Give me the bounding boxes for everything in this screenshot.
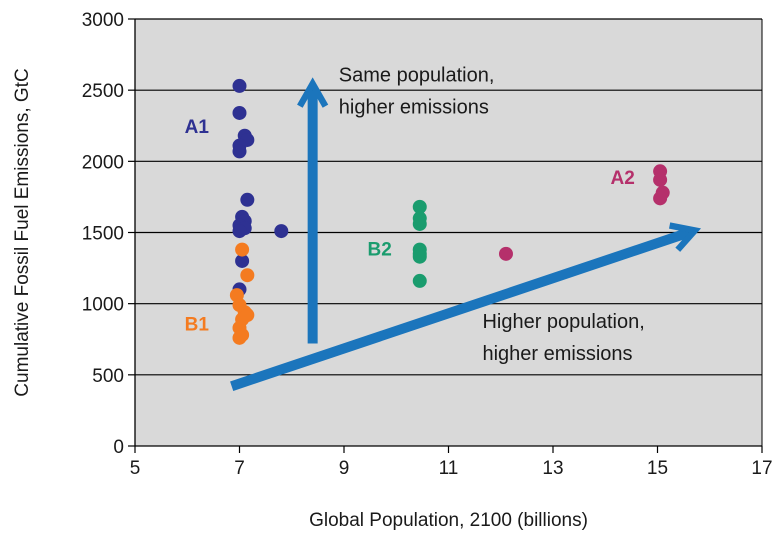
x-tick-label: 11 — [439, 458, 459, 479]
x-tick-label: 13 — [542, 458, 563, 479]
x-tick-label: 15 — [647, 458, 668, 479]
x-axis-label: Global Population, 2100 (billions) — [309, 510, 588, 531]
data-point-a1 — [240, 192, 255, 207]
y-axis-label: Cumulative Fossil Fuel Emissions, GtC — [12, 68, 33, 396]
y-tick-label: 3000 — [82, 10, 124, 31]
trend-arrows — [230, 77, 702, 391]
data-point-a1 — [274, 224, 289, 239]
data-point-b1 — [240, 268, 255, 283]
x-tick-label: 5 — [130, 458, 141, 479]
data-point-b2 — [412, 199, 427, 214]
data-point-b2 — [412, 216, 427, 231]
y-tick-label: 1500 — [82, 224, 124, 245]
data-point-b1 — [235, 242, 250, 257]
x-tick-label: 7 — [234, 458, 245, 479]
axes — [128, 18, 763, 453]
data-point-a1 — [232, 144, 247, 159]
data-point-a1 — [232, 105, 247, 120]
data-point-a2 — [498, 246, 513, 261]
data-point-a2 — [653, 172, 668, 187]
annotation-line: Higher population, — [482, 311, 644, 333]
x-tick-label: 17 — [751, 458, 772, 479]
x-tick-label: 9 — [339, 458, 350, 479]
annotation-1: Same population, higher emissions — [339, 65, 495, 119]
y-tick-label: 500 — [92, 366, 124, 387]
data-points — [229, 78, 670, 345]
y-tick-label: 2000 — [82, 152, 124, 173]
data-point-a1 — [232, 78, 247, 93]
series-label-b2: B2 — [368, 239, 392, 260]
x-tick-labels: 5 7 9 11 13 15 17 — [130, 458, 773, 479]
data-point-a2 — [653, 191, 668, 206]
y-tick-label: 1000 — [82, 295, 124, 316]
data-point-b1 — [232, 330, 247, 345]
y-tick-labels: 0 500 1000 1500 2000 2500 3000 — [82, 10, 124, 458]
data-point-a1 — [235, 253, 250, 268]
series-label-a2: A2 — [610, 168, 634, 189]
y-tick-label: 2500 — [82, 81, 124, 102]
data-point-b2 — [412, 273, 427, 288]
annotation-line: higher emissions — [339, 97, 489, 119]
data-point-b1 — [240, 308, 255, 323]
series-labels: A1 B1 B2 A2 — [185, 117, 635, 336]
annotation-line: Same population, — [339, 65, 495, 87]
annotation-2: Higher population, higher emissions — [482, 311, 644, 365]
data-point-a1 — [232, 224, 247, 239]
series-label-b1: B1 — [185, 315, 210, 336]
annotation-line: higher emissions — [482, 343, 632, 365]
data-point-b2 — [412, 249, 427, 264]
diagonal-trend-arrow — [230, 222, 702, 391]
y-tick-label: 0 — [113, 437, 124, 458]
series-label-a1: A1 — [185, 117, 210, 138]
